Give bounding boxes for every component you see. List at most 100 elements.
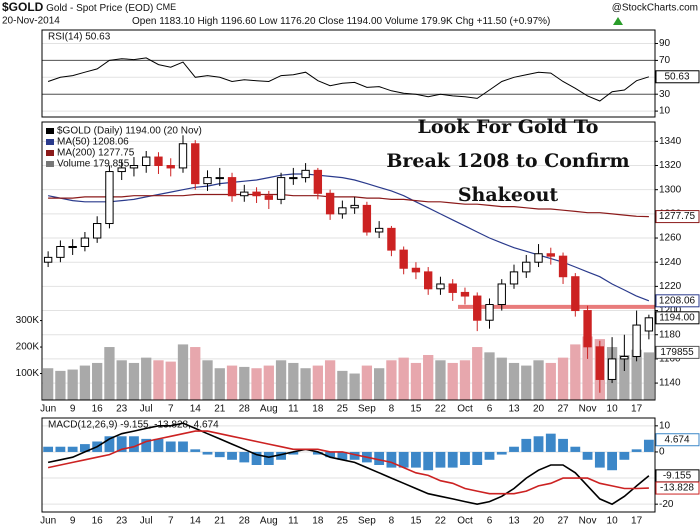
panel-frame xyxy=(41,29,656,118)
volume-bar xyxy=(42,368,54,400)
value-badge-label: 1194.00 xyxy=(659,312,695,323)
histogram-bar xyxy=(619,451,630,460)
macd-title: MACD(12,26,9) -9.155, -13.828, 4.674 xyxy=(48,420,219,431)
legend-swatch xyxy=(46,161,54,167)
quote-value: 1176.20 xyxy=(280,16,316,27)
volume-bar xyxy=(508,362,520,400)
rsi-title: RSI(14) 50.63 xyxy=(48,32,111,43)
histogram-bar xyxy=(386,451,397,468)
x-tick-label: 27 xyxy=(557,404,569,415)
histogram-bar xyxy=(484,451,495,460)
histogram-bar xyxy=(227,451,237,460)
x-tick-label: Jun xyxy=(40,404,56,415)
annotation: Shakeout xyxy=(458,184,559,206)
x-tick-label: 15 xyxy=(410,516,422,527)
y-tick-label: 90 xyxy=(659,38,671,49)
volume-bar xyxy=(55,370,66,400)
quote-label: Volume xyxy=(385,16,419,27)
volume-bar xyxy=(459,360,471,400)
candle-body xyxy=(166,165,175,169)
y-tick-label: 70 xyxy=(659,55,671,66)
quote-value: 1196.60 xyxy=(221,16,257,27)
x-tick-label: 28 xyxy=(239,516,251,527)
value-badge xyxy=(655,70,700,84)
x-tick-label: Jul xyxy=(140,516,153,527)
header-title: $GOLD Gold - Spot Price (EOD) CME xyxy=(2,0,176,14)
volume-bar xyxy=(521,365,532,400)
candle-body xyxy=(374,227,384,233)
histogram-bar xyxy=(190,449,201,452)
volume-bar xyxy=(643,352,655,400)
histogram-bar xyxy=(509,446,519,452)
candle-body xyxy=(460,291,470,297)
histogram-bar xyxy=(178,441,188,452)
x-tick-label: 27 xyxy=(557,516,569,527)
candle-body xyxy=(338,207,347,215)
histogram-bar xyxy=(325,451,336,458)
candle-body xyxy=(92,223,102,239)
exchange: CME xyxy=(156,2,176,12)
x-tick-label: 17 xyxy=(631,516,643,527)
moving-average xyxy=(48,193,649,218)
histogram-bar xyxy=(202,451,213,455)
histogram-bar xyxy=(337,451,348,460)
histogram-bar xyxy=(129,436,139,452)
histogram-bar xyxy=(288,451,299,455)
y-tick-label: 300K xyxy=(16,315,40,326)
volume-bar xyxy=(496,357,507,400)
histogram-bar xyxy=(521,438,532,452)
x-tick-label: 21 xyxy=(214,516,226,527)
volume-bar xyxy=(374,368,385,400)
header-quote: Open 1183.10 High 1196.60 Low 1176.20 Cl… xyxy=(132,16,550,27)
candle-body xyxy=(191,143,200,185)
candle-body xyxy=(56,245,65,258)
volume-bar xyxy=(67,369,78,400)
histogram-bar xyxy=(643,439,654,452)
y-tick-label: 1160 xyxy=(659,354,681,365)
histogram-bar xyxy=(374,451,385,465)
x-tick-label: Sep xyxy=(358,516,376,527)
histogram-bar xyxy=(214,451,225,458)
y-tick-label: -20 xyxy=(659,499,674,510)
volume-bar xyxy=(312,365,323,400)
candle-body xyxy=(522,261,531,273)
histogram-bar xyxy=(55,446,66,452)
volume-bar xyxy=(545,362,556,400)
histogram-bar xyxy=(251,451,262,465)
quote-value: 179.9K xyxy=(421,16,453,27)
volume-bar xyxy=(153,360,164,400)
candle-body xyxy=(473,295,482,321)
volume-bar xyxy=(92,362,103,400)
value-badge-label: 1208.06 xyxy=(659,295,696,306)
y-tick-label: 30 xyxy=(659,89,671,100)
histogram-bar xyxy=(435,451,446,468)
candle-body xyxy=(644,317,654,332)
y-tick-label: 1240 xyxy=(659,257,682,268)
annotation: Break 1208 to Confirm xyxy=(386,150,629,172)
histogram-bar xyxy=(472,451,483,465)
x-tick-label: Jul xyxy=(140,404,153,415)
symbol: $GOLD xyxy=(2,0,44,14)
volume-bar xyxy=(165,361,176,400)
volume-bar xyxy=(324,360,336,400)
candle-body xyxy=(485,304,494,321)
candle-body xyxy=(313,169,323,194)
x-tick-label: 28 xyxy=(239,404,251,415)
x-tick-label: 9 xyxy=(70,516,76,527)
x-tick-label: 7 xyxy=(168,516,174,527)
y-tick-label: 0 xyxy=(659,447,665,458)
volume-bar xyxy=(435,360,446,400)
y-tick-label: 1140 xyxy=(659,378,681,389)
candle-body xyxy=(227,177,237,197)
histogram-bar xyxy=(570,446,581,452)
legend-label: MA(50) 1208.06 xyxy=(57,137,129,148)
quote-label: Chg xyxy=(455,16,473,27)
candle-body xyxy=(436,283,445,290)
candle-body xyxy=(583,310,592,348)
candle-body xyxy=(411,267,421,273)
candle-body xyxy=(362,204,372,233)
indicator-line xyxy=(47,57,650,102)
candle-body xyxy=(387,227,396,251)
quote-value: +11.50 (+0.97%) xyxy=(477,16,551,27)
